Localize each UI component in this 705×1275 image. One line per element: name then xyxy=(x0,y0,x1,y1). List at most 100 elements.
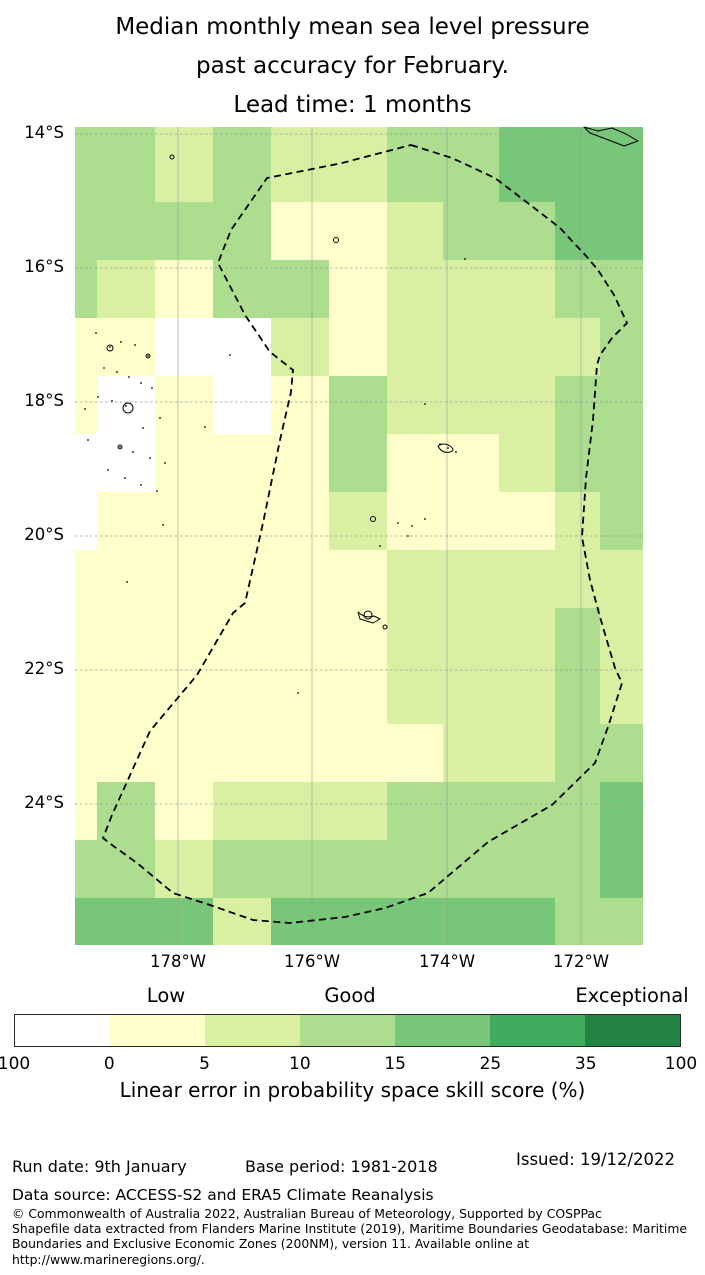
map-cell xyxy=(97,898,155,945)
map-cell xyxy=(443,434,499,492)
map-cell xyxy=(97,127,155,202)
island-dot xyxy=(95,332,97,334)
island-outline xyxy=(333,237,339,243)
map-cell xyxy=(387,492,443,550)
map-cell xyxy=(329,260,387,318)
island-dot xyxy=(87,439,89,441)
island-outline xyxy=(122,402,134,414)
map-cell xyxy=(75,840,97,898)
map-cell xyxy=(97,608,155,666)
island-dot xyxy=(140,484,142,486)
colorbar-tick-0: 0 xyxy=(103,1054,115,1074)
map-cell xyxy=(213,434,271,492)
island-outline xyxy=(363,610,373,620)
map-cell xyxy=(155,492,213,550)
map-cell xyxy=(387,550,443,608)
copyright-line-3: Boundaries and Exclusive Economic Zones … xyxy=(12,1236,530,1252)
copyright-line-1: © Commonwealth of Australia 2022, Austra… xyxy=(12,1206,602,1221)
colorbar-segment xyxy=(585,1015,680,1046)
map-cell xyxy=(271,492,329,550)
map-cell xyxy=(329,666,387,724)
colorbar-tick-35: 35 xyxy=(574,1054,597,1074)
map-cell xyxy=(97,666,155,724)
map-cell xyxy=(387,724,443,782)
colorbar-label-exceptional: Exceptional xyxy=(575,984,689,1007)
map-cell xyxy=(271,202,329,260)
island-outline xyxy=(370,516,376,522)
island-outline xyxy=(382,624,388,630)
map-cell xyxy=(97,724,155,782)
map-cell xyxy=(387,318,443,376)
colorbar-tick-100: 100 xyxy=(664,1054,698,1074)
map-cell xyxy=(555,666,600,724)
map-cell xyxy=(600,724,643,782)
map-cell xyxy=(443,127,499,202)
map-cell xyxy=(75,376,97,434)
coastline xyxy=(357,611,381,624)
island-dot xyxy=(84,408,86,410)
map-cell xyxy=(97,840,155,898)
colorbar-caption: Linear error in probability space skill … xyxy=(119,1078,586,1102)
island-dot xyxy=(156,490,158,492)
map-cell xyxy=(213,550,271,608)
island-dot xyxy=(204,426,206,428)
map-cell xyxy=(213,608,271,666)
map-cell xyxy=(271,127,329,202)
colorbar xyxy=(14,1014,681,1047)
island-dot xyxy=(142,427,144,429)
map-cell xyxy=(499,840,555,898)
map-cell xyxy=(499,492,555,550)
map-cell xyxy=(329,782,387,840)
map-cell xyxy=(155,782,213,840)
colorbar-tick-5: 5 xyxy=(199,1054,210,1074)
map-cell xyxy=(75,724,97,782)
map-cell xyxy=(271,550,329,608)
map-cell xyxy=(600,550,643,608)
island-dot xyxy=(116,371,118,373)
lon-tick-176w: 176°W xyxy=(283,952,341,971)
map-cell xyxy=(213,898,271,945)
island-dot xyxy=(124,477,126,479)
colorbar-tick-25: 25 xyxy=(479,1054,502,1074)
map-cell xyxy=(443,840,499,898)
island-dot xyxy=(164,462,166,464)
map-cell xyxy=(271,260,329,318)
map-cell xyxy=(75,608,97,666)
map-cell xyxy=(75,550,97,608)
lon-tick-174w: 174°W xyxy=(418,952,476,971)
map-cell xyxy=(387,434,443,492)
copyright-line-4: http://www.marineregions.org/. xyxy=(12,1251,205,1267)
island-dot xyxy=(424,518,426,520)
map-cell xyxy=(329,434,387,492)
island-dot xyxy=(147,355,149,357)
map-cell xyxy=(329,898,387,945)
map-cell xyxy=(499,318,555,376)
map-cell xyxy=(329,376,387,434)
map-cell xyxy=(600,840,643,898)
map-cell xyxy=(499,724,555,782)
title-line-1: Median monthly mean sea level pressure xyxy=(115,14,590,40)
map-cell xyxy=(499,898,555,945)
island-dot xyxy=(97,396,99,398)
island-dot xyxy=(424,403,426,405)
map-cell xyxy=(155,127,213,202)
map-cell xyxy=(387,376,443,434)
map-cell xyxy=(75,318,97,376)
map-cell xyxy=(555,608,600,666)
lat-tick-14s: 14°S xyxy=(24,123,64,142)
map-cell xyxy=(443,666,499,724)
map-cell xyxy=(555,492,600,550)
map-cell xyxy=(155,318,213,376)
map-cell xyxy=(555,550,600,608)
colorbar-segment xyxy=(205,1015,300,1046)
island-dot xyxy=(229,354,231,356)
base-period: Base period: 1981-2018 xyxy=(245,1157,438,1176)
data-source: Data source: ACCESS-S2 and ERA5 Climate … xyxy=(12,1186,434,1204)
lon-tick-178w: 178°W xyxy=(149,952,207,971)
map-cell xyxy=(499,376,555,434)
map-cell xyxy=(443,550,499,608)
map-cell xyxy=(329,127,387,202)
map-cell xyxy=(155,550,213,608)
map-cell xyxy=(600,318,643,376)
